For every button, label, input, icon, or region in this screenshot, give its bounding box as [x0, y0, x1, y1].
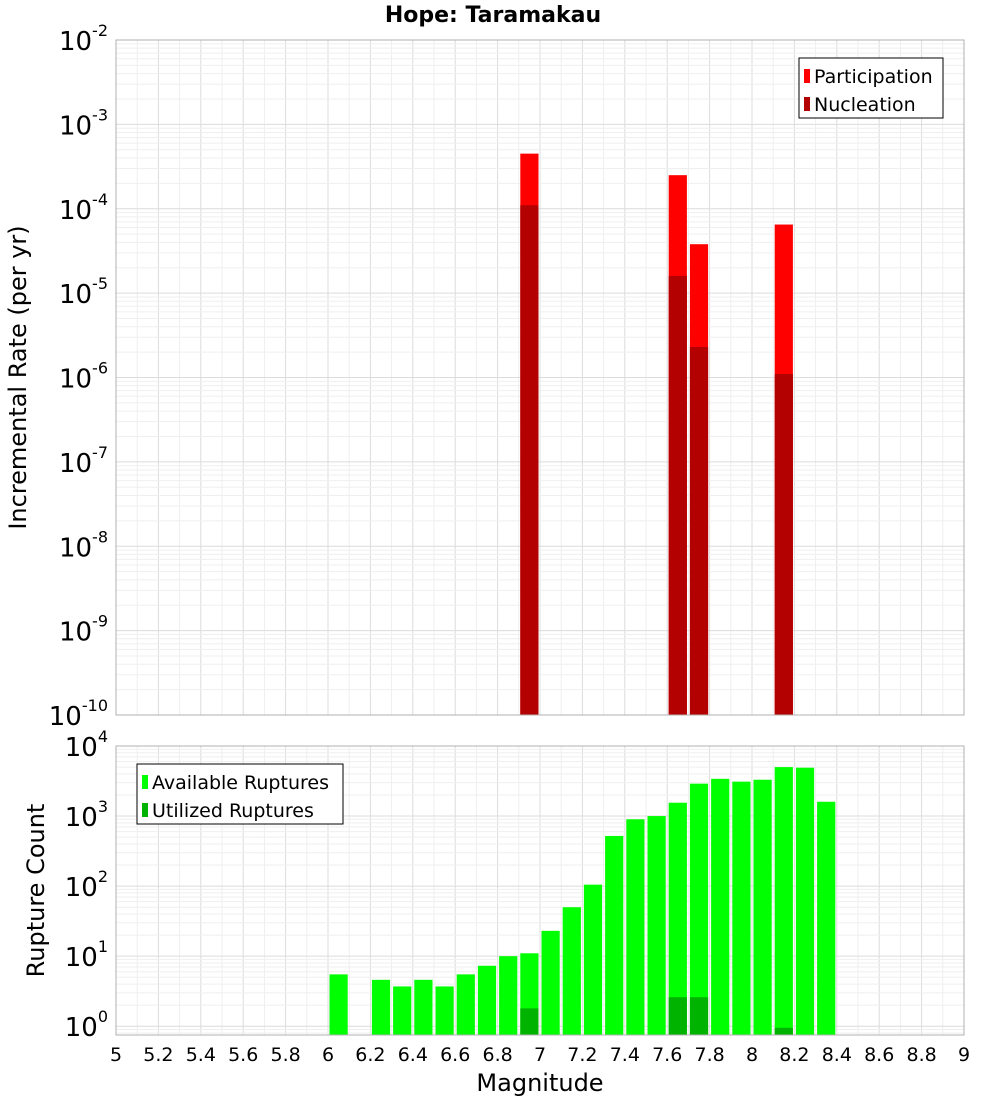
panel2-bar-available-ruptures	[583, 884, 603, 1035]
x-tick-label: 8	[746, 1044, 758, 1066]
panel1-ytick-label: 10-8	[59, 527, 108, 563]
x-tick-label: 5.2	[143, 1044, 173, 1066]
panel2-bar-available-ruptures	[626, 819, 645, 1035]
panel2-bar-available-ruptures	[711, 778, 730, 1035]
panel2-bar-available-ruptures	[732, 781, 751, 1035]
panel2-ytick-label: 102	[65, 867, 108, 903]
panel1-legend-swatch	[804, 69, 810, 83]
panel1-plot-frame	[115, 39, 965, 716]
x-tick-label: 5	[110, 1044, 122, 1066]
x-tick-label: 6.2	[355, 1044, 385, 1066]
panel2-legend-label: Available Ruptures	[152, 772, 329, 794]
panel2-bar-available-ruptures	[541, 930, 560, 1035]
panel1-bar-nucleation	[520, 205, 539, 715]
x-tick-label: 6.4	[398, 1044, 428, 1066]
x-tick-label: 7.4	[610, 1044, 640, 1066]
panel2-bar-utilized-ruptures	[668, 997, 687, 1035]
panel2-bar-available-ruptures	[499, 956, 518, 1035]
panel1-ytick-label: 10-10	[49, 696, 108, 732]
x-tick-label: 7.2	[567, 1044, 597, 1066]
panel2-ytick-label: 103	[65, 797, 108, 833]
panel2-bar-available-ruptures	[414, 979, 433, 1035]
panel2-bar-utilized-ruptures	[774, 1027, 793, 1035]
panel1-ytick-label: 10-2	[59, 21, 108, 57]
x-tick-label: 7.6	[652, 1044, 682, 1066]
panel2-bar-available-ruptures	[689, 783, 709, 1035]
panel2-bar-available-ruptures	[795, 767, 815, 1035]
panel2-bar-utilized-ruptures	[520, 1008, 539, 1035]
panel2-ytick-label: 101	[65, 937, 108, 973]
x-tick-label: 9	[958, 1044, 970, 1066]
panel2-ytick-label: 104	[65, 727, 108, 763]
panel2-legend-label: Utilized Ruptures	[152, 800, 314, 822]
panel2-legend	[136, 763, 344, 825]
panel1-ytick-label: 10-6	[59, 359, 108, 395]
x-axis-label: Magnitude	[476, 1069, 603, 1097]
panel1-y-axis-label: Incremental Rate (per yr)	[4, 225, 32, 529]
panel1-legend	[798, 57, 944, 119]
panel2-bar-available-ruptures	[477, 965, 497, 1035]
chart-title: Hope: Taramakau	[385, 3, 601, 28]
panel2-y-axis-label: Rupture Count	[22, 804, 50, 978]
panel1-ytick-label: 10-5	[59, 274, 108, 310]
x-tick-label: 6	[322, 1044, 334, 1066]
x-tick-label: 8.6	[864, 1044, 894, 1066]
x-tick-label: 8.8	[906, 1044, 936, 1066]
panel2-bar-available-ruptures	[371, 979, 391, 1035]
x-tick-label: 7.8	[694, 1044, 724, 1066]
x-tick-label: 6.8	[482, 1044, 512, 1066]
x-tick-label: 5.6	[228, 1044, 258, 1066]
panel1-ytick-label: 10-9	[59, 612, 108, 648]
panel2-bar-available-ruptures	[562, 907, 581, 1035]
panel1-legend-label: Nucleation	[814, 94, 916, 116]
panel2-bar-available-ruptures	[329, 974, 348, 1035]
panel2-bar-available-ruptures	[456, 974, 475, 1035]
panel2-bar-available-ruptures	[753, 779, 772, 1035]
x-tick-label: 6.6	[440, 1044, 470, 1066]
panel1-legend-label: Participation	[814, 66, 933, 88]
panel2-bar-available-ruptures	[435, 986, 454, 1035]
panel2-bar-utilized-ruptures	[689, 997, 709, 1035]
panel2-ytick-label: 100	[65, 1007, 108, 1043]
x-tick-label: 5.4	[186, 1044, 216, 1066]
panel1-bar-nucleation	[668, 275, 687, 715]
panel2-bar-available-ruptures	[647, 816, 666, 1035]
panel2-plot-frame	[115, 745, 965, 1036]
panel2-bar-available-ruptures	[817, 801, 836, 1035]
x-tick-label: 8.4	[822, 1044, 852, 1066]
panel2-legend-swatch	[142, 775, 148, 789]
panel1-bar-nucleation	[774, 374, 793, 715]
panel1-bar-nucleation	[689, 346, 709, 715]
panel2-bar-available-ruptures	[605, 835, 624, 1035]
x-tick-label: 5.8	[270, 1044, 300, 1066]
panel1-legend-swatch	[804, 97, 810, 111]
x-tick-label: 8.2	[779, 1044, 809, 1066]
panel1-ytick-label: 10-7	[59, 443, 108, 479]
panel1-ytick-label: 10-3	[59, 105, 108, 141]
panel2-bar-available-ruptures	[774, 767, 793, 1035]
x-tick-label: 7	[534, 1044, 546, 1066]
panel2-legend-swatch	[142, 803, 148, 817]
panel1-ytick-label: 10-4	[59, 190, 108, 226]
panel2-bar-available-ruptures	[668, 802, 687, 1035]
panel2-bar-available-ruptures	[393, 986, 412, 1035]
